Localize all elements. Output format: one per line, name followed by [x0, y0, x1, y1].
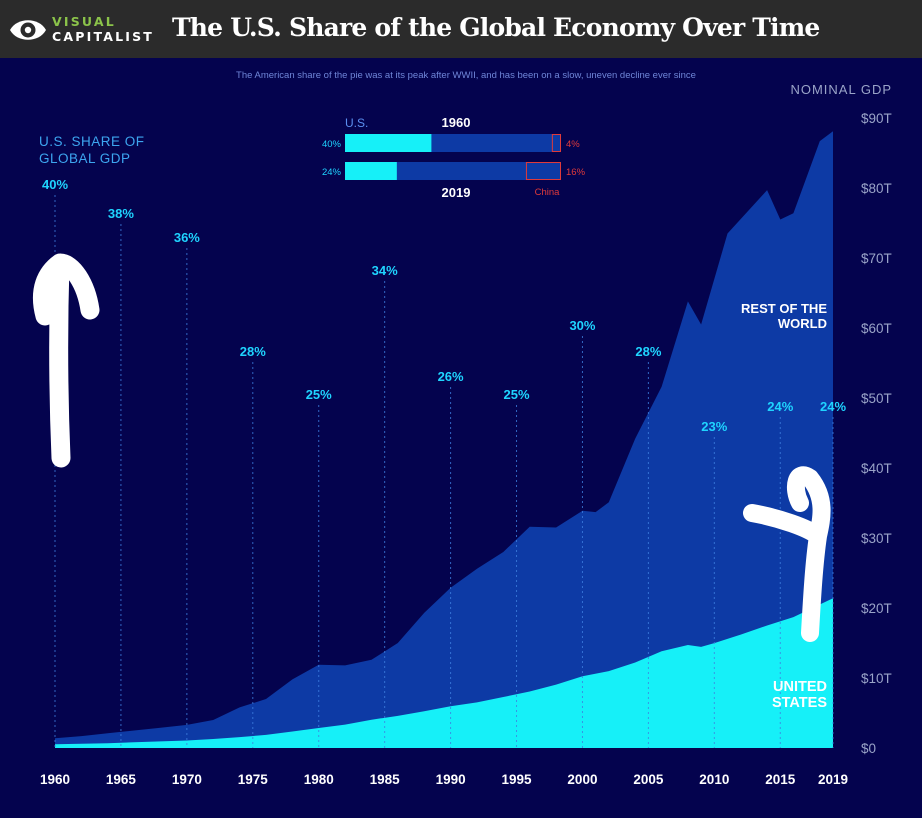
- x-tick-label: 1975: [238, 772, 269, 787]
- y-tick-label: $20T: [861, 601, 892, 616]
- annotation-arrow-left: [32, 253, 100, 468]
- comparison-bar-us: [345, 162, 397, 180]
- x-tick-label: 2005: [633, 772, 664, 787]
- comparison-us-share: 24%: [322, 167, 342, 178]
- y-tick-label: $40T: [861, 461, 892, 476]
- share-label: 36%: [174, 230, 200, 245]
- y-tick-label: $90T: [861, 111, 892, 126]
- x-tick-label: 1970: [172, 772, 202, 787]
- comparison-china-name: China: [535, 187, 561, 198]
- comparison-year-2019: 2019: [442, 185, 471, 200]
- y-tick-label: $10T: [861, 671, 892, 686]
- share-heading-line: U.S. SHARE OF: [39, 134, 145, 149]
- share-label: 25%: [504, 387, 530, 402]
- comparison-year-1960: 1960: [442, 115, 471, 130]
- rest-of-world-label: WORLD: [778, 316, 827, 331]
- annotation-arrow-right: [743, 466, 831, 642]
- united-states-label: UNITED: [773, 679, 827, 695]
- x-tick-label: 1985: [370, 772, 401, 787]
- x-tick-label: 2010: [699, 772, 729, 787]
- page-title: The U.S. Share of the Global Economy Ove…: [172, 13, 820, 42]
- share-label: 23%: [701, 419, 727, 434]
- logo-capitalist-text: CAPITALIST: [52, 29, 155, 44]
- header-bar: VISUAL CAPITALIST The U.S. Share of the …: [0, 0, 922, 58]
- x-tick-label: 1965: [106, 772, 137, 787]
- y-tick-label: $30T: [861, 531, 892, 546]
- comparison-bar-us: [345, 134, 432, 152]
- share-label: 28%: [240, 344, 266, 359]
- chart-panel: The American share of the pie was at its…: [0, 58, 922, 818]
- y-tick-label: $0: [861, 741, 876, 756]
- share-label: 25%: [306, 387, 332, 402]
- y-tick-label: $70T: [861, 251, 892, 266]
- y-axis-title: NOMINAL GDP: [790, 82, 892, 97]
- share-label: 40%: [42, 177, 68, 192]
- comparison-china-share: 4%: [566, 139, 580, 150]
- area-united-states: [55, 598, 833, 748]
- comparison-china-share: 16%: [566, 167, 586, 178]
- share-label: 30%: [569, 318, 595, 333]
- area-rest-of-world: [55, 131, 833, 749]
- comparison-bar-china: [525, 162, 562, 180]
- share-label: 26%: [438, 369, 464, 384]
- rest-of-world-label: REST OF THE: [741, 301, 827, 316]
- x-tick-label: 1990: [436, 772, 466, 787]
- y-tick-label: $50T: [861, 391, 892, 406]
- share-label: 34%: [372, 263, 398, 278]
- x-tick-label: 1980: [304, 772, 334, 787]
- share-heading-line: GLOBAL GDP: [39, 151, 131, 166]
- share-label: 24%: [820, 399, 846, 414]
- x-tick-label: 2015: [765, 772, 796, 787]
- y-tick-label: $80T: [861, 181, 892, 196]
- united-states-label: STATES: [772, 695, 827, 711]
- logo-visual-text: VISUAL: [52, 14, 116, 29]
- share-label: 38%: [108, 206, 134, 221]
- logo-wordmark: VISUAL CAPITALIST: [52, 14, 154, 44]
- comparison-us-share: 40%: [322, 139, 342, 150]
- chart-subtitle: The American share of the pie was at its…: [236, 70, 696, 81]
- gdp-area-chart: The American share of the pie was at its…: [32, 70, 892, 787]
- comparison-bar-china: [551, 134, 561, 152]
- x-tick-label: 2019: [818, 772, 848, 787]
- share-label: 24%: [767, 399, 793, 414]
- share-label: 28%: [635, 344, 661, 359]
- x-tick-label: 1960: [40, 772, 70, 787]
- x-tick-label: 1995: [502, 772, 533, 787]
- y-tick-label: $60T: [861, 321, 892, 336]
- comparison-bar-world: [345, 162, 561, 180]
- x-tick-label: 2000: [567, 772, 597, 787]
- eye-logo-icon: [10, 20, 46, 40]
- comparison-us-label: U.S.: [345, 116, 368, 130]
